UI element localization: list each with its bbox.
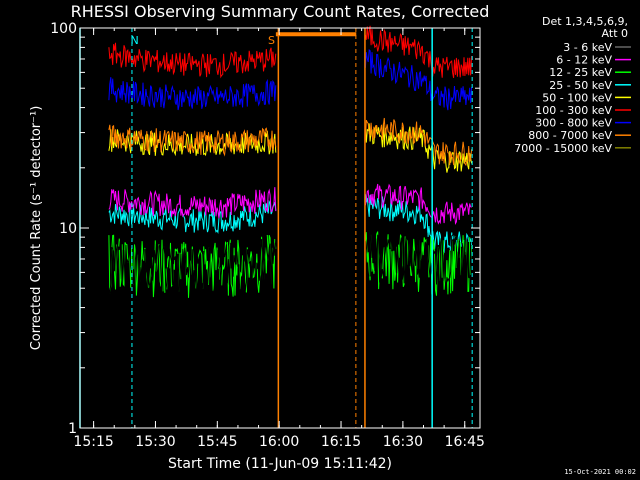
legend-label: 7000 - 15000 keV (514, 142, 612, 155)
series-segment-1 (364, 231, 473, 296)
x-axis-label: Start Time (11-Jun-09 15:11:42) (168, 456, 392, 472)
legend-label: 12 - 25 keV (549, 66, 612, 79)
legend-label: 100 - 300 keV (535, 104, 612, 117)
chart-title: RHESSI Observing Summary Count Rates, Co… (71, 2, 490, 21)
series-segment-0 (108, 199, 277, 234)
legend-label: 50 - 100 keV (542, 91, 612, 104)
legend-header-line: Det 1,3,4,5,6,9, (542, 15, 628, 28)
y-tick-label: 100 (50, 21, 77, 37)
x-tick-label: 15:15 (73, 434, 113, 450)
legend-label: 3 - 6 keV (563, 41, 612, 54)
series-6-to-12keV-kev (108, 183, 472, 226)
y-tick-label: 10 (59, 221, 77, 237)
series-segment-0 (108, 124, 277, 157)
series-300-to-800keV-kev (108, 49, 473, 111)
x-tick-label: 15:45 (197, 434, 237, 450)
x-tick-label: 15:30 (135, 434, 175, 450)
series-100-to-300keV-kev (108, 25, 473, 79)
series-segment-0 (108, 77, 277, 111)
series-12-to-25keV-kev (108, 231, 473, 298)
legend-label: 25 - 50 keV (549, 79, 612, 92)
footer-timestamp: 15-Oct-2021 00:02 (564, 468, 636, 476)
series-segment-1 (364, 117, 473, 167)
legend-label: 800 - 7000 keV (528, 129, 612, 142)
series-segment-0 (108, 187, 277, 219)
y-axis: 1 10 100 (50, 21, 480, 437)
series-segment-0 (108, 234, 277, 298)
x-tick-label: 16:30 (383, 434, 423, 450)
series-3-to-6keV-kev (108, 227, 473, 304)
series-segment-0 (108, 42, 277, 79)
x-axis: 15:15 15:30 15:45 16:00 16:15 16:30 16:45 (73, 28, 485, 450)
series-segment-1 (364, 49, 473, 111)
series-segment-1 (364, 227, 473, 292)
x-tick-label: 16:45 (445, 434, 485, 450)
series-800-to-7000keV-kev (108, 117, 473, 167)
series-segment-1 (364, 25, 473, 78)
x-tick-label: 16:15 (321, 434, 361, 450)
x-tick-label: 16:00 (259, 434, 299, 450)
annotation-n: N (130, 34, 138, 47)
legend-label: 300 - 800 keV (535, 117, 612, 130)
legend-header-line: Att 0 (602, 27, 628, 40)
y-axis-label: Corrected Count Rate (s⁻¹ detector⁻¹) (29, 106, 44, 351)
series-segment-0 (108, 236, 277, 304)
legend-label: 6 - 12 keV (556, 54, 612, 67)
series-segment-1 (364, 183, 472, 226)
y-tick-label: 1 (68, 421, 77, 437)
annotation-s: S (268, 34, 275, 47)
